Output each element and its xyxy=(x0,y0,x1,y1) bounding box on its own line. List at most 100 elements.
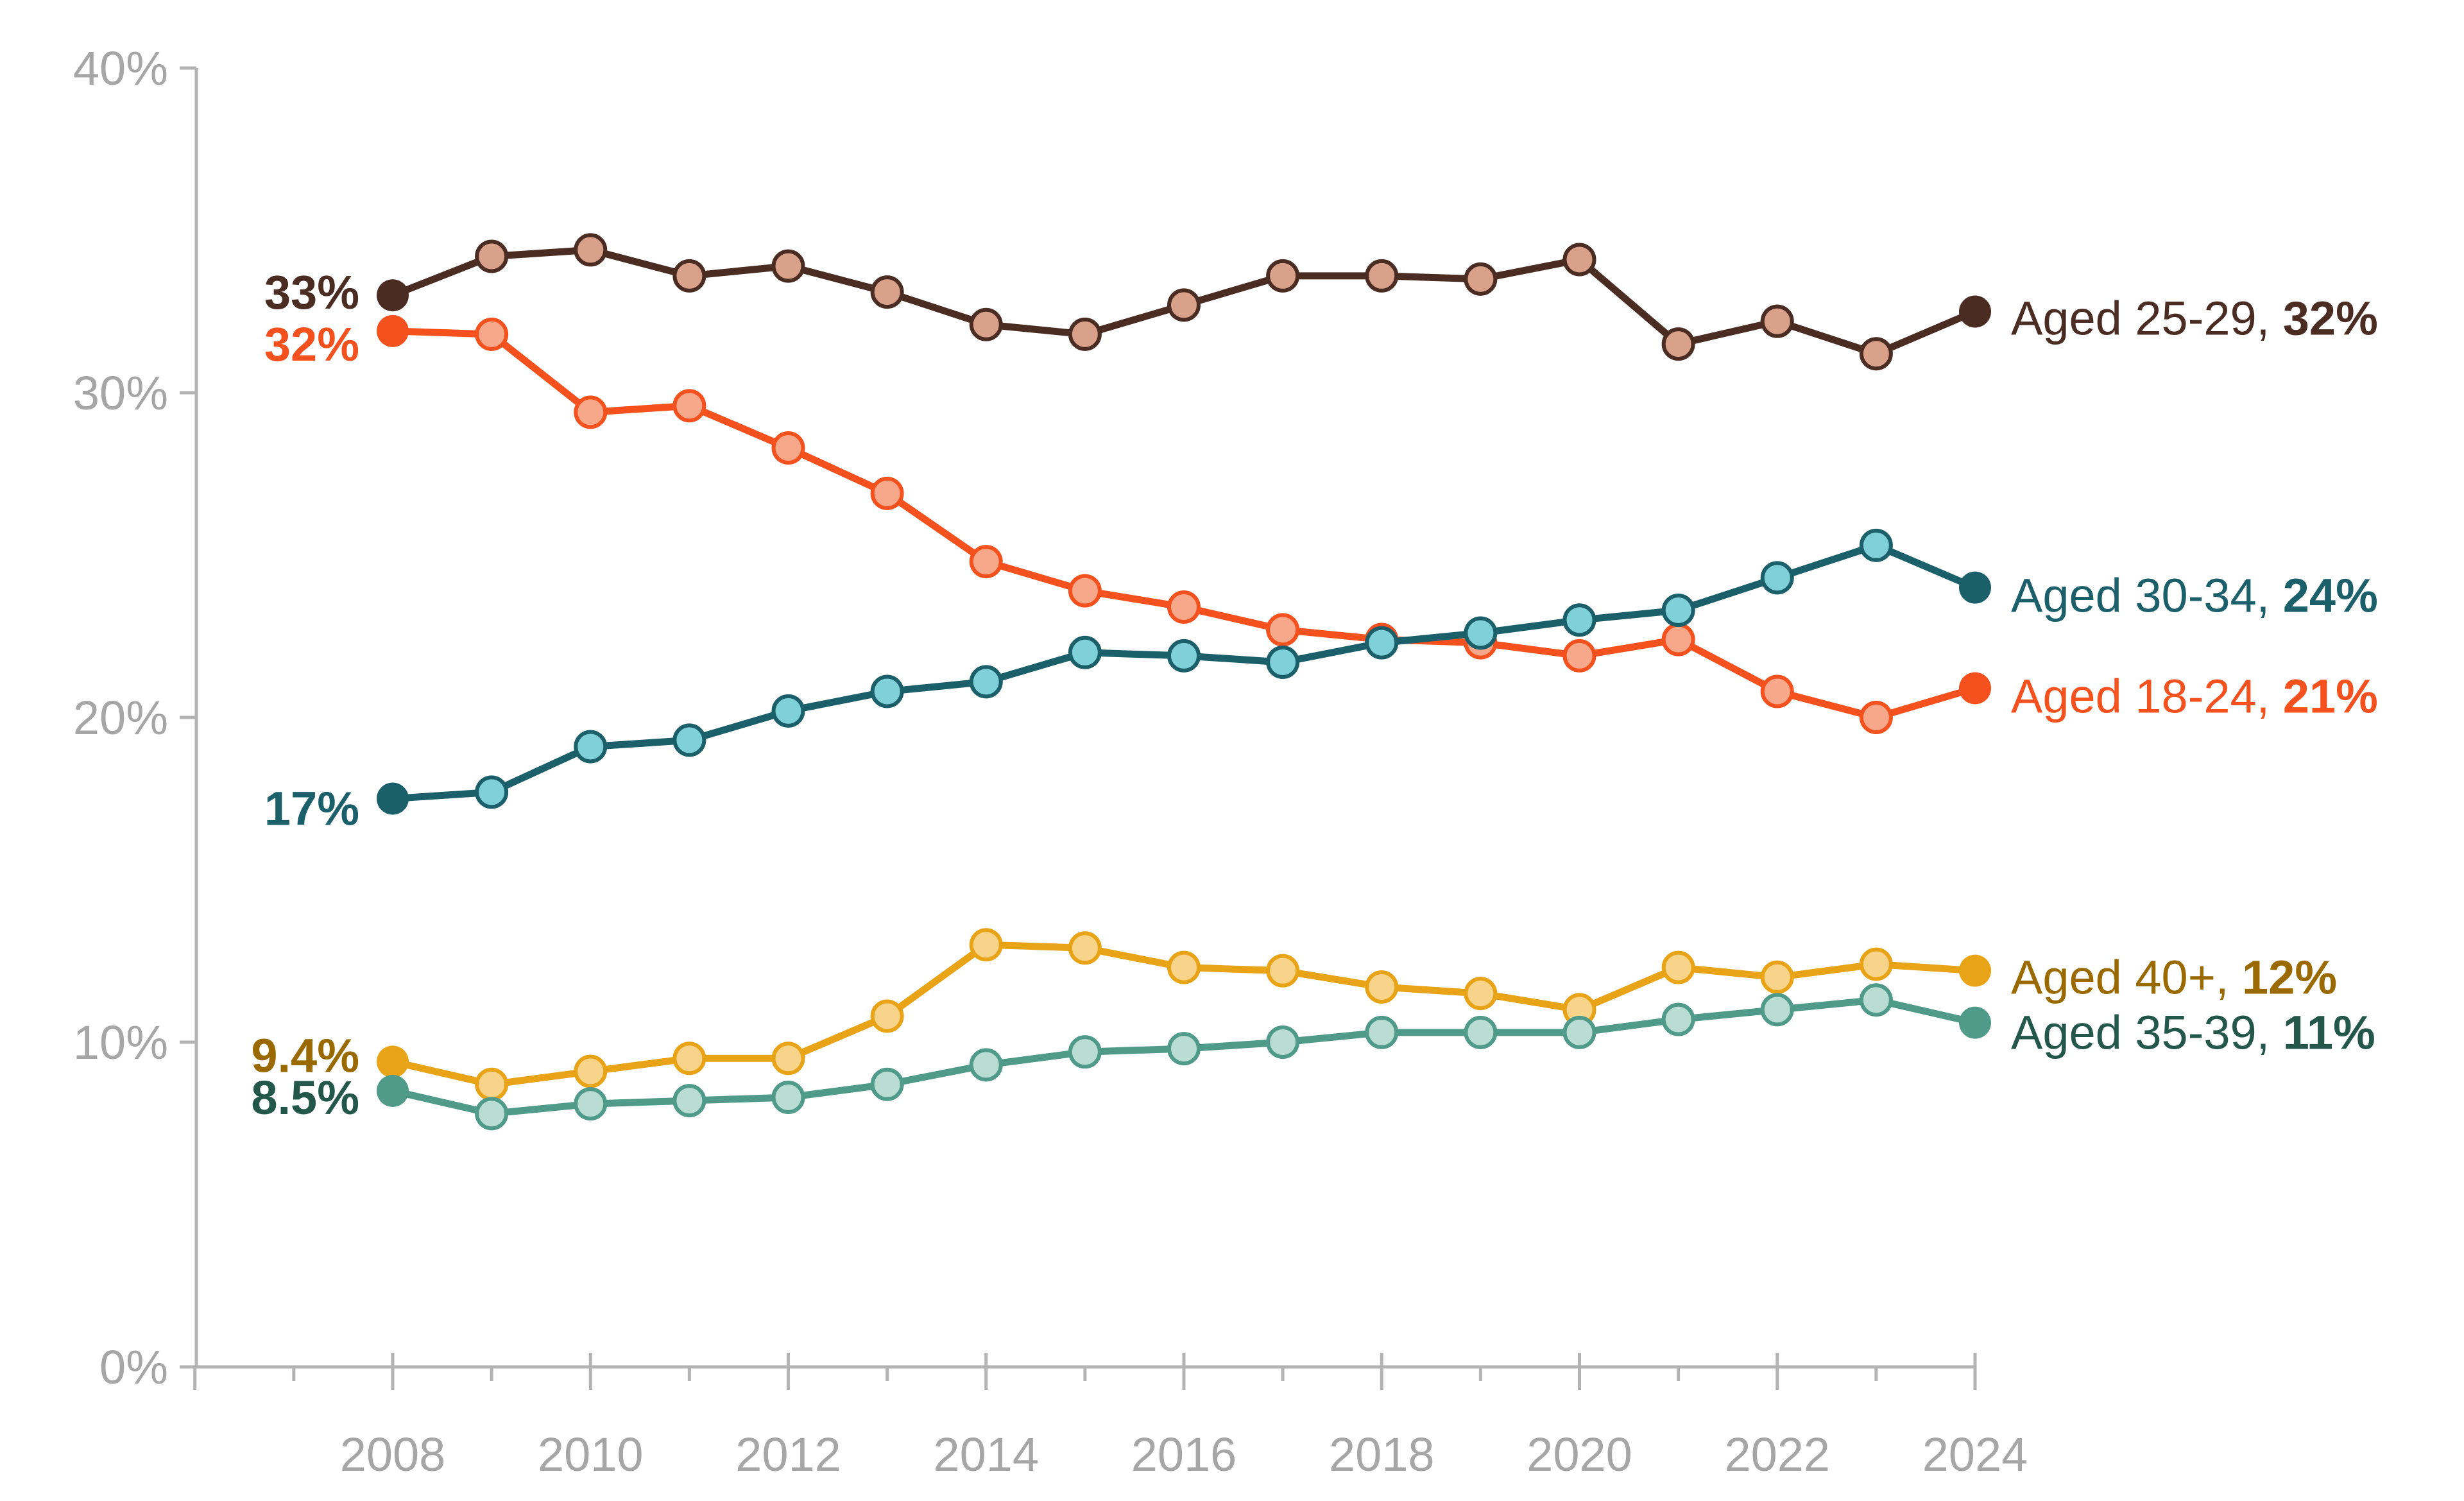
data-point xyxy=(377,314,409,347)
data-point xyxy=(1068,635,1102,669)
data-point xyxy=(1562,603,1596,637)
data-point xyxy=(1365,970,1399,1004)
data-point xyxy=(1266,645,1300,679)
data-point xyxy=(1464,977,1498,1011)
data-point xyxy=(672,1042,706,1076)
data-point xyxy=(870,1067,904,1101)
data-point xyxy=(377,1045,409,1078)
data-point xyxy=(475,239,509,273)
end-series-label: Aged 18-24, 21% xyxy=(2011,669,2378,723)
x-tick-label: 2008 xyxy=(340,1428,446,1481)
data-point xyxy=(574,1054,608,1088)
start-value-label: 8.5% xyxy=(251,1071,359,1124)
series-labels: 33% Aged 25-29, 32%32%Aged 18-24, 21%17%A… xyxy=(251,266,2378,1124)
series-end-value: 24% xyxy=(2283,569,2378,622)
data-point xyxy=(1266,954,1300,988)
data-point xyxy=(1661,1002,1695,1036)
data-point xyxy=(969,928,1003,962)
data-point xyxy=(672,259,706,293)
data-point xyxy=(1760,304,1794,338)
data-point xyxy=(1760,674,1794,708)
data-point xyxy=(870,275,904,309)
series-name: Aged 25-29, xyxy=(2011,292,2283,345)
start-value-label: 33% xyxy=(264,266,359,319)
data-point xyxy=(1859,983,1893,1017)
data-point xyxy=(574,730,608,764)
series-group xyxy=(377,983,1991,1131)
series-end-value: 21% xyxy=(2283,669,2378,723)
end-series-label: Aged 25-29, 32% xyxy=(2011,292,2378,345)
data-point xyxy=(475,775,509,809)
data-point xyxy=(475,1067,509,1101)
data-point xyxy=(1661,594,1695,628)
series-lines xyxy=(377,233,1991,1131)
data-point xyxy=(1266,259,1300,293)
end-series-label: Aged 40+, 12% xyxy=(2011,951,2337,1004)
data-point xyxy=(1068,1035,1102,1069)
data-point xyxy=(1562,639,1596,673)
data-point xyxy=(574,1087,608,1121)
data-point xyxy=(771,1042,805,1076)
series-name: Aged 40+, xyxy=(2011,951,2242,1004)
y-tick-label: 0% xyxy=(99,1341,168,1394)
data-point xyxy=(672,723,706,757)
data-point xyxy=(1365,626,1399,660)
data-point xyxy=(969,665,1003,699)
data-point xyxy=(1266,1025,1300,1059)
data-point xyxy=(870,674,904,708)
data-point xyxy=(1464,616,1498,650)
data-point xyxy=(969,1048,1003,1082)
data-point xyxy=(672,1084,706,1118)
data-point xyxy=(1365,259,1399,293)
data-point xyxy=(1167,639,1201,673)
y-tick-label: 20% xyxy=(73,691,168,744)
data-point xyxy=(1661,622,1695,656)
y-tick-label: 10% xyxy=(73,1016,168,1069)
data-point xyxy=(1167,590,1201,624)
x-tick-label: 2012 xyxy=(735,1428,841,1481)
data-point xyxy=(1464,1015,1498,1049)
data-point xyxy=(1859,947,1893,981)
data-point xyxy=(870,476,904,510)
data-point xyxy=(672,389,706,423)
data-point xyxy=(475,1097,509,1131)
data-point xyxy=(377,782,409,815)
data-point xyxy=(1562,1015,1596,1049)
data-point xyxy=(1167,950,1201,984)
data-point xyxy=(1959,571,1991,604)
series-end-value: 32% xyxy=(2283,292,2378,345)
data-point xyxy=(1365,1015,1399,1049)
data-point xyxy=(1859,337,1893,371)
data-point xyxy=(1562,243,1596,277)
data-point xyxy=(969,545,1003,579)
x-tick-label: 2016 xyxy=(1131,1428,1237,1481)
data-point xyxy=(574,233,608,267)
data-point xyxy=(771,694,805,728)
end-series-label: Aged 30-34, 24% xyxy=(2011,569,2378,622)
data-point xyxy=(1167,1032,1201,1066)
data-point xyxy=(1661,327,1695,361)
series-group xyxy=(377,314,1991,734)
data-point xyxy=(1959,954,1991,987)
x-tick-label: 2022 xyxy=(1724,1428,1830,1481)
data-point xyxy=(1760,960,1794,994)
data-point xyxy=(1959,672,1991,705)
data-point xyxy=(377,279,409,312)
data-point xyxy=(1464,262,1498,296)
series-name: Aged 18-24, xyxy=(2011,669,2283,723)
axes: 0% 10% 20% 30% 40% 2008 2010 2012 2014 2016 2018 20… xyxy=(73,42,2028,1481)
data-point xyxy=(574,395,608,429)
x-tick-label: 2010 xyxy=(538,1428,644,1481)
end-series-label: Aged 35-39, 11% xyxy=(2011,1006,2375,1059)
data-point xyxy=(1959,1006,1991,1039)
data-point xyxy=(870,999,904,1033)
series-name: Aged 30-34, xyxy=(2011,569,2283,622)
series-group xyxy=(377,233,1991,371)
series-name: Aged 35-39, xyxy=(2011,1006,2283,1059)
start-value-label: 9.4% xyxy=(251,1029,359,1082)
series-end-value: 12% xyxy=(2242,951,2337,1004)
y-tick-label: 30% xyxy=(73,366,168,420)
data-point xyxy=(1760,993,1794,1027)
x-tick-label: 2024 xyxy=(1922,1428,2028,1481)
data-point xyxy=(771,1081,805,1115)
